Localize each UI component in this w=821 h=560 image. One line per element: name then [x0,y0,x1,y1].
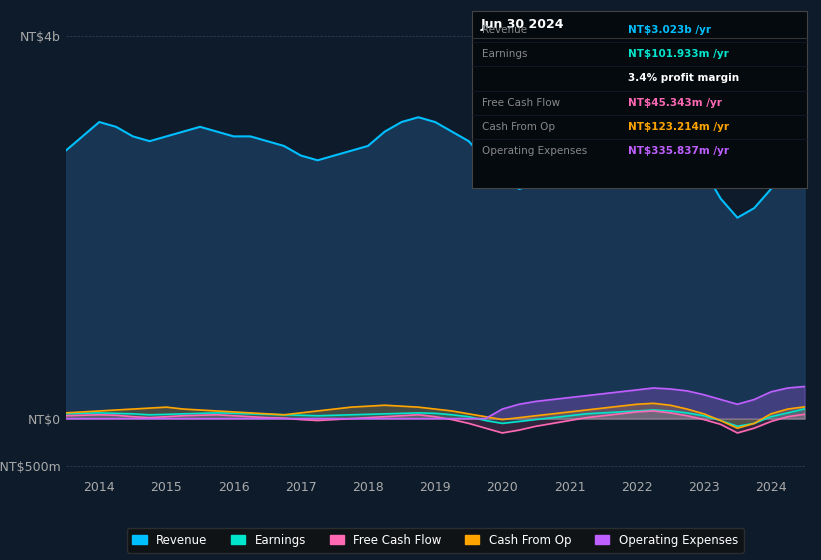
Text: Revenue: Revenue [482,25,527,35]
Text: NT$3.023b /yr: NT$3.023b /yr [628,25,711,35]
Text: NT$45.343m /yr: NT$45.343m /yr [628,97,722,108]
Text: Free Cash Flow: Free Cash Flow [482,97,560,108]
Text: 3.4% profit margin: 3.4% profit margin [628,73,739,83]
Text: Earnings: Earnings [482,49,527,59]
Text: NT$101.933m /yr: NT$101.933m /yr [628,49,729,59]
Text: Cash From Op: Cash From Op [482,122,555,132]
Text: NT$123.214m /yr: NT$123.214m /yr [628,122,729,132]
Text: Jun 30 2024: Jun 30 2024 [480,18,564,31]
Text: NT$335.837m /yr: NT$335.837m /yr [628,146,729,156]
Legend: Revenue, Earnings, Free Cash Flow, Cash From Op, Operating Expenses: Revenue, Earnings, Free Cash Flow, Cash … [126,528,744,553]
Text: Operating Expenses: Operating Expenses [482,146,587,156]
